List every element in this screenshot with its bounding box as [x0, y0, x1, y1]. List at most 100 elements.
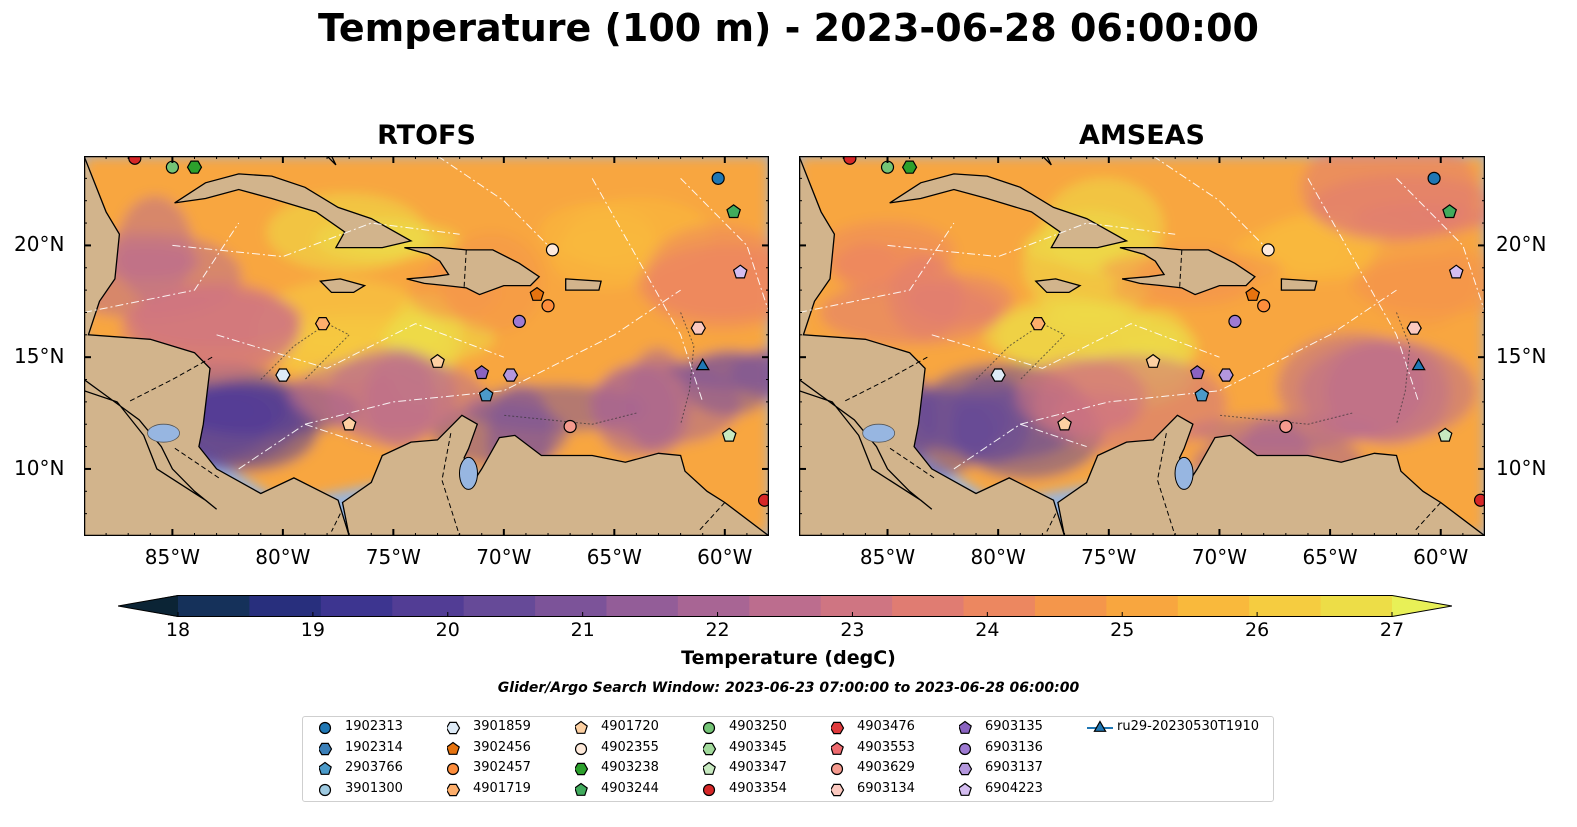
search-window-caption: Glider/Argo Search Window: 2023-06-23 07… [497, 680, 1080, 696]
legend-marker-icon [575, 742, 588, 755]
lon-tick-label: 70°W [476, 545, 532, 569]
colorbar-tick-label: 18 [165, 619, 191, 641]
puerto-rico-land [565, 278, 602, 291]
legend-marker [319, 742, 333, 755]
colorbar-bin [1034, 595, 1107, 617]
country-border [463, 249, 467, 288]
legend-marker [575, 782, 588, 796]
panel-title-amseas: AMSEAS [1079, 120, 1205, 151]
legend-marker-icon [959, 742, 972, 755]
float-marker [128, 156, 142, 165]
colorbar-bin [1249, 595, 1322, 617]
legend-marker [575, 742, 588, 755]
float-marker [1194, 387, 1210, 402]
country-border [887, 446, 935, 479]
colorbar-tick-label: 27 [1379, 619, 1405, 641]
lon-tick-label: 65°W [1302, 545, 1358, 569]
float-marker [545, 243, 560, 257]
float-marker [502, 368, 519, 382]
float-marker [1406, 321, 1422, 335]
float-marker [1279, 419, 1293, 434]
legend-label: 4901720 [601, 719, 659, 734]
cuba-land [889, 173, 1129, 249]
colorbar-bin [963, 595, 1036, 617]
legend-label: 6903136 [985, 739, 1043, 755]
legend-marker-icon [831, 783, 845, 796]
lat-tick-label: 15°N [14, 344, 65, 369]
legend-marker [447, 721, 461, 735]
legend-marker-icon [831, 762, 844, 776]
legend-label: 4903250 [729, 719, 787, 734]
float-marker [1030, 317, 1046, 331]
lat-tick-label: 20°N [14, 232, 65, 257]
legend-marker-icon [447, 741, 460, 755]
lat-tick-label: 20°N [1496, 232, 1547, 257]
jamaica-land [1034, 278, 1082, 294]
legend-marker-icon [319, 721, 332, 735]
legend-marker [319, 721, 332, 735]
legend-marker-icon [319, 783, 332, 796]
lon-tick-label: 75°W [365, 545, 421, 569]
legend-label: 4903238 [601, 760, 659, 775]
legend-label: 3902456 [473, 739, 531, 755]
legend-label: 4903354 [729, 780, 787, 796]
legend-marker [703, 783, 716, 796]
eez-boundary [591, 178, 704, 403]
float-marker [563, 419, 577, 434]
colorbar-tick-label: 22 [705, 619, 730, 641]
legend-label: 1902313 [345, 719, 403, 734]
float-marker [1218, 368, 1234, 382]
figure-title: Temperature (100 m) - 2023-06-28 06:00:0… [317, 6, 1259, 50]
lon-tick-label: 65°W [586, 545, 642, 569]
legend-marker-icon [575, 782, 588, 796]
legend-marker [831, 762, 844, 776]
colorbar-bin [1106, 595, 1179, 617]
map-frame [84, 156, 769, 536]
legend-label: 4903629 [857, 760, 915, 775]
country-border [172, 446, 220, 479]
country-border [697, 502, 726, 532]
legend-marker-icon [447, 762, 460, 776]
legend-marker [831, 721, 845, 735]
legend-label: 3902457 [473, 760, 531, 775]
float-marker [690, 321, 706, 335]
float-marker [512, 314, 526, 329]
lon-tick-label: 85°W [144, 545, 200, 569]
colorbar-tick-label: 23 [840, 619, 865, 641]
south-america-land [341, 414, 769, 536]
legend-marker-icon [319, 742, 333, 755]
cuba-land [174, 173, 413, 249]
legend-marker [831, 783, 845, 796]
legend-label: 4903345 [729, 739, 787, 755]
bathymetry-contour [260, 323, 350, 380]
lon-tick-label: 60°W [697, 545, 753, 569]
colorbar-bin [320, 595, 393, 617]
legend-label: 3901300 [345, 780, 403, 796]
country-border [1179, 249, 1183, 288]
lon-tick-label: 80°W [970, 545, 1026, 569]
float-marker [478, 387, 494, 402]
temperature-colorbar [118, 595, 1452, 617]
lat-tick-label: 15°N [1496, 344, 1547, 369]
bathymetry-contour [975, 323, 1066, 380]
eez-boundary [887, 222, 1176, 258]
legend-marker-icon [703, 761, 716, 775]
lake-maracaibo [458, 456, 478, 490]
legend-marker [959, 742, 972, 755]
colorbar-bin [392, 595, 465, 617]
puerto-rico-land [1280, 278, 1318, 291]
float-marker [1261, 243, 1275, 257]
legend-label: 4901719 [473, 780, 531, 796]
legend-marker [1093, 720, 1107, 732]
eez-boundary [1152, 156, 1265, 246]
legend-label: 3901859 [473, 719, 531, 734]
legend-label: 1902314 [345, 739, 403, 755]
lon-tick-label: 75°W [1081, 545, 1137, 569]
float-marker [1057, 416, 1072, 431]
float-marker [541, 299, 555, 313]
colorbar-bin [535, 595, 608, 617]
legend-marker-icon [1087, 720, 1113, 732]
legend-marker [703, 721, 716, 735]
legend-marker [575, 762, 589, 776]
lat-tick-label: 10°N [14, 455, 65, 480]
